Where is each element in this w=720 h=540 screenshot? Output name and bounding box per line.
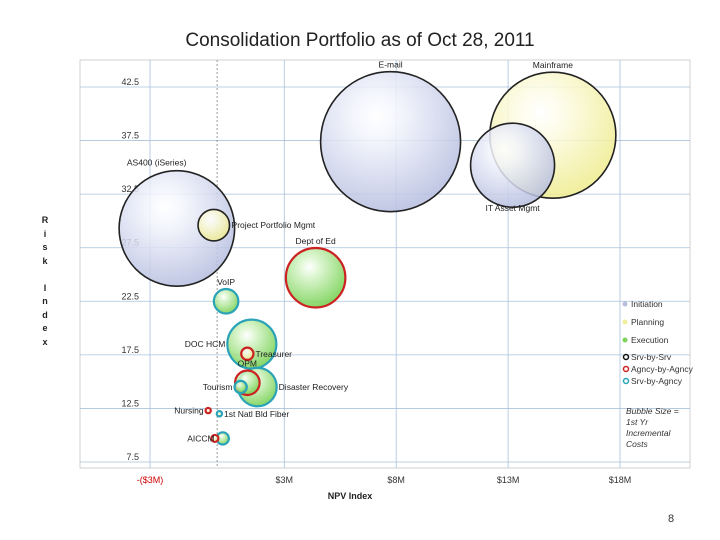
bubble-label: AICCM bbox=[187, 433, 214, 443]
legend-swatch bbox=[622, 337, 628, 343]
x-tick-label: -($3M) bbox=[137, 475, 164, 485]
y-tick-label: 17.5 bbox=[121, 345, 139, 355]
y-tick-label: 42.5 bbox=[121, 77, 139, 87]
y-axis-label: R i s k I n d e x bbox=[41, 215, 49, 347]
bubble-as400-iseries bbox=[118, 169, 236, 287]
legend-swatch bbox=[622, 377, 630, 385]
bubble-unlabeled bbox=[210, 433, 220, 444]
y-tick-label: 37.5 bbox=[121, 131, 139, 141]
bubble-label: OPM bbox=[238, 358, 257, 368]
page-number: 8 bbox=[668, 513, 675, 525]
bubble-label: Treasurer bbox=[255, 349, 292, 359]
bubble-1st-natl-bld-fiber bbox=[215, 410, 224, 418]
legend-label: Execution bbox=[631, 335, 669, 345]
bubble-label: Tourism bbox=[203, 382, 233, 392]
x-tick-label: $18M bbox=[609, 475, 632, 485]
bubble-label: Mainframe bbox=[533, 60, 573, 70]
legend-label: Initiation bbox=[631, 299, 663, 309]
bubble-nursing bbox=[204, 406, 212, 415]
y-tick-label: 7.5 bbox=[126, 452, 139, 462]
legend-label: Srv-by-Agncy bbox=[631, 376, 683, 386]
legend-label: Agncy-by-Agncy bbox=[631, 364, 694, 374]
bubble-size-note: Bubble Size = 1st Yr Incremental Costs bbox=[626, 406, 679, 449]
legend-label: Planning bbox=[631, 317, 664, 327]
bubble-treasurer bbox=[240, 346, 255, 362]
x-tick-label: $13M bbox=[497, 475, 520, 485]
bubbles-layer bbox=[118, 70, 617, 446]
bubble-it-asset-mgmt bbox=[469, 122, 556, 209]
bubble-label: Project Portfolio Mgmt bbox=[232, 220, 316, 230]
bubble-label: Dept of Ed bbox=[296, 236, 336, 246]
bubble-voip bbox=[212, 287, 240, 315]
legend-label: Srv-by-Srv bbox=[631, 352, 672, 362]
bubble-e-mail bbox=[319, 70, 462, 213]
legend-swatch bbox=[622, 365, 630, 373]
bubble-dept-of-ed bbox=[284, 246, 347, 309]
y-tick-label: 12.5 bbox=[121, 398, 139, 408]
bubble-labels-layer: E-mail Mainframe IT Asset Mgmt AS400 (iSeri… bbox=[127, 60, 573, 444]
bubble-label: DOC HCM bbox=[185, 339, 226, 349]
bubble-label: E-mail bbox=[379, 60, 403, 70]
bubble-label: IT Asset Mgmt bbox=[485, 203, 540, 213]
x-axis-label: NPV Index bbox=[327, 491, 373, 501]
plot-frame bbox=[79, 59, 691, 469]
legend: Initiation Planning Execution Srv-by-Srv Agn… bbox=[622, 299, 694, 449]
legend-swatch bbox=[622, 353, 630, 361]
bubble-tourism bbox=[233, 379, 248, 395]
x-tick-label: $8M bbox=[387, 475, 405, 485]
y-tick-label: 32.5 bbox=[121, 184, 139, 194]
x-tick-label: $3M bbox=[276, 475, 294, 485]
bubble-label: VoIP bbox=[217, 277, 235, 287]
legend-swatch bbox=[622, 301, 628, 307]
bubble-label: AS400 (iSeries) bbox=[127, 158, 187, 168]
bubble-label: Disaster Recovery bbox=[279, 382, 349, 392]
bubble-project-portfolio-mgmt bbox=[197, 208, 231, 242]
legend-swatch bbox=[622, 319, 628, 325]
chart-title: Consolidation Portfolio as of Oct 28, 20… bbox=[185, 30, 535, 51]
y-tick-label: 22.5 bbox=[121, 291, 139, 301]
bubble-label: Nursing bbox=[174, 406, 204, 416]
bubble-label: 1st Natl Bld Fiber bbox=[224, 409, 289, 419]
